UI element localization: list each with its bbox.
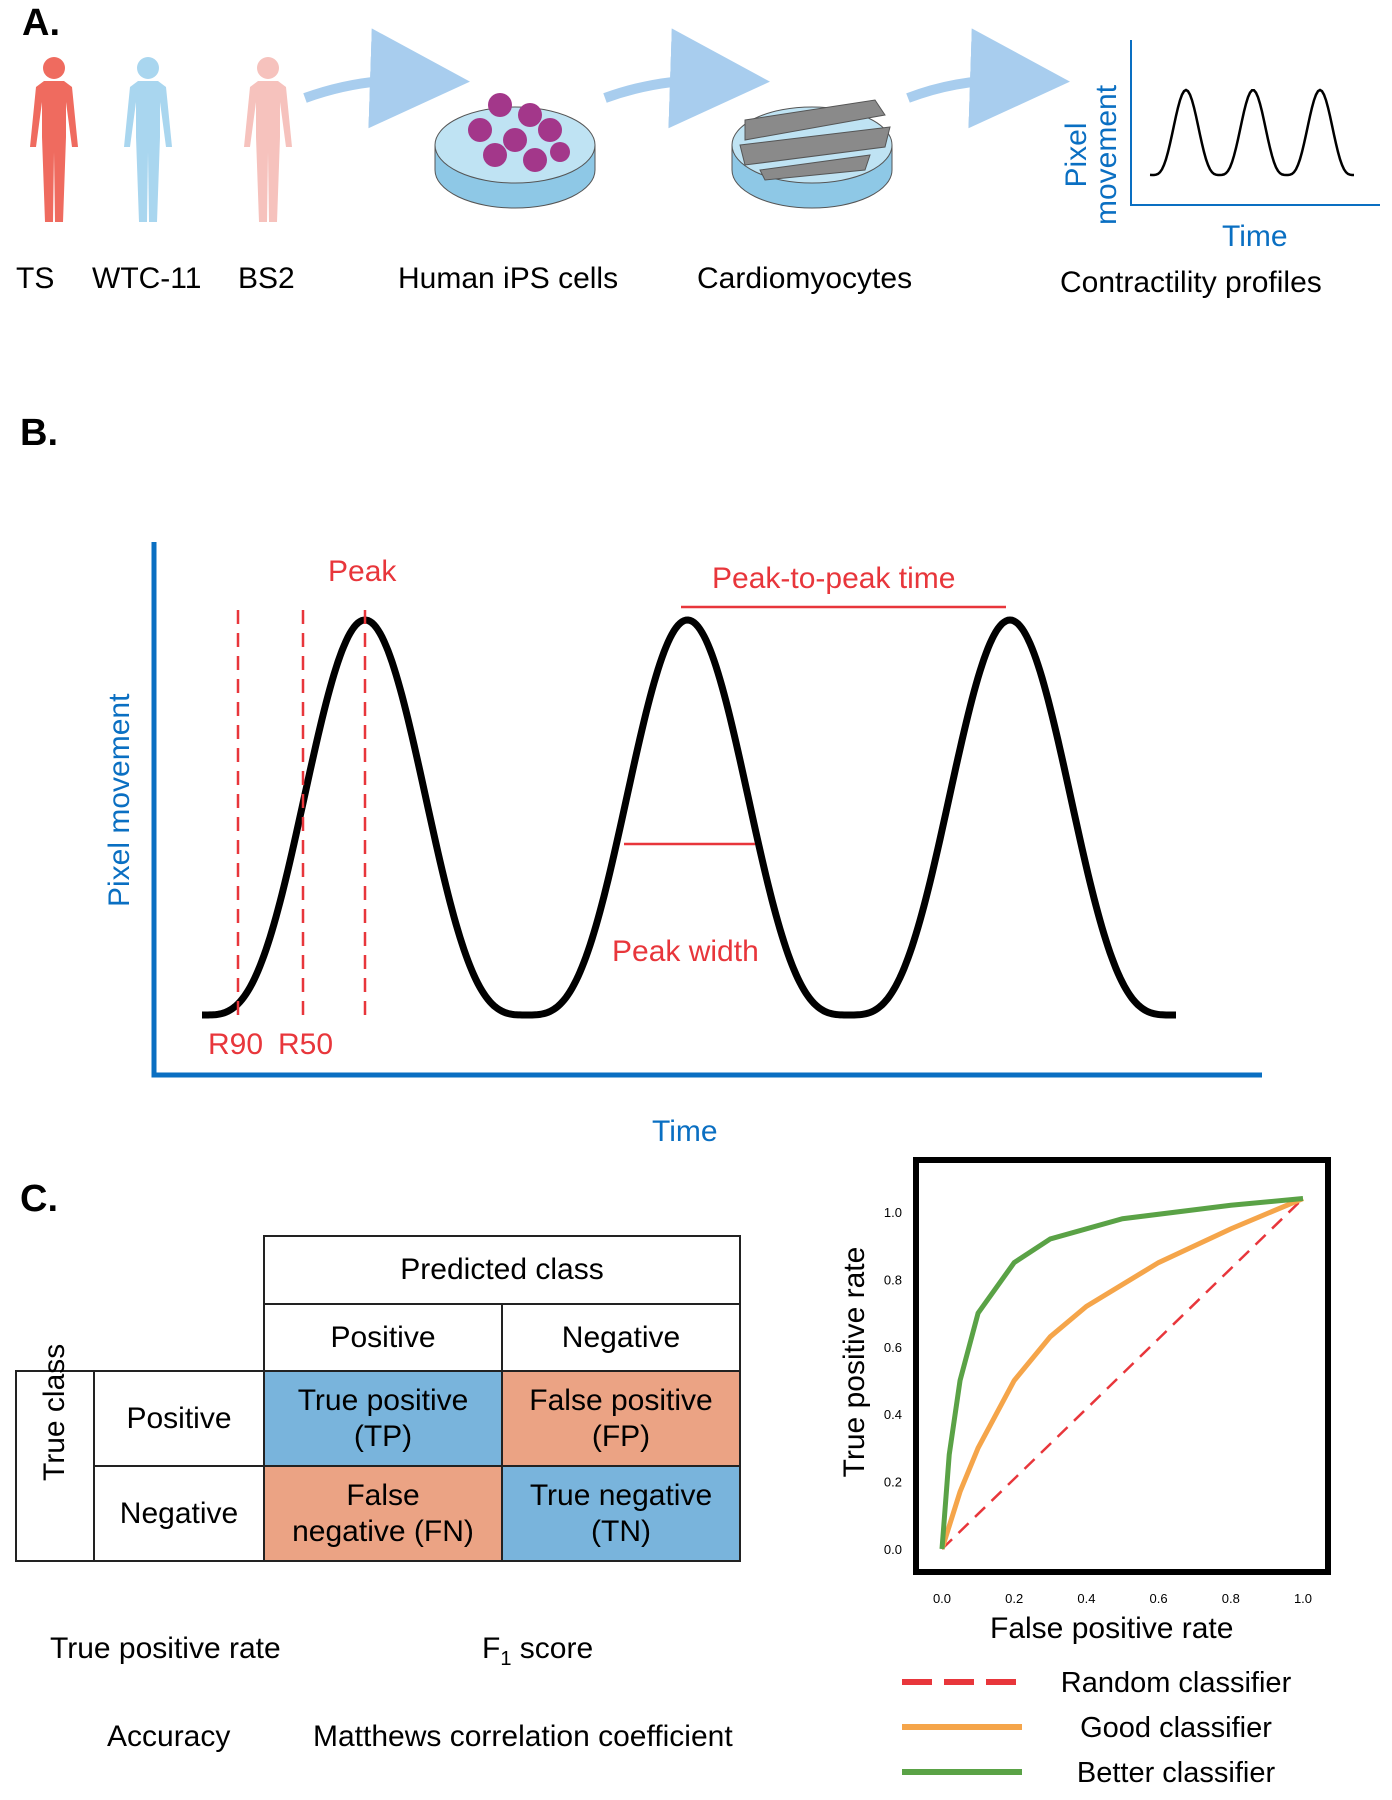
fp-cell: False positive (FP) [501,1370,741,1467]
panel-a-label: A. [22,2,60,44]
mini-x-label: Time [1222,220,1288,253]
tp-cell: True positive (TP) [263,1370,503,1467]
human-wtc11-icon [124,57,172,222]
roc-x-label: False positive rate [990,1612,1234,1645]
roc-legend: Random classifier Good classifier Better c… [902,1667,1292,1789]
y-tick-label: 0.0 [884,1542,902,1557]
mini-y-label: Pixel movement [1060,84,1123,225]
legend-label: Random classifier [1061,1667,1292,1699]
panel-b-label: B. [20,412,58,454]
donor-ts: TS [16,262,55,295]
r90-label: R90 [208,1028,264,1061]
roc-chart: 0.0 0.2 0.4 0.6 0.8 1.0 0.0 0.2 0.4 0.6 0.8 1.0 [884,1157,1331,1606]
contractility-label: Contractility profiles [1060,266,1322,299]
b-x-label: Time [652,1115,718,1148]
y-tick-label: 0.6 [884,1340,902,1355]
y-tick-label: 0.8 [884,1272,902,1287]
metric-mcc: Matthews correlation coefficient [313,1720,733,1753]
pred-positive: Positive [263,1303,503,1372]
roc-curve-2 [939,1196,1304,1550]
donor-bs2: BS2 [238,262,295,295]
cardiomyocytes-label: Cardiomyocytes [697,262,913,295]
panel-c-label: C. [20,1178,58,1220]
petri-dish-cardiomyocytes-icon [731,99,893,209]
peak-label: Peak [328,555,397,588]
human-bs2-icon [244,57,292,222]
human-ts-icon [30,57,78,222]
x-tick-label: 0.6 [1150,1591,1168,1606]
roc-curve-1 [939,1196,1304,1550]
pred-negative: Negative [501,1303,741,1372]
x-tick-label: 0.2 [1005,1591,1023,1606]
roc-curve-0 [941,1197,1304,1550]
y-tick-label: 0.2 [884,1475,902,1490]
arrow-icons [303,28,1070,129]
predicted-class-header: Predicted class [263,1235,741,1305]
roc-y-label: True positive rate [838,1246,871,1478]
r50-label: R50 [278,1028,334,1061]
peak-to-peak-label: Peak-to-peak time [712,562,956,595]
true-positive-row: Positive [93,1370,265,1467]
true-class-header: True class [38,1343,71,1481]
x-tick-label: 1.0 [1294,1591,1312,1606]
y-tick-label: 1.0 [884,1205,902,1220]
metric-tpr: True positive rate [50,1632,281,1665]
tn-cell: True negative (TN) [501,1465,741,1562]
legend-label: Better classifier [1077,1757,1276,1789]
metric-f1: F1 score [482,1632,594,1670]
petri-dish-ips-icon [434,93,596,209]
y-tick-label: 0.4 [884,1407,902,1422]
confusion-matrix: Predicted class Positive Negative True cl… [15,1235,741,1562]
x-tick-label: 0.4 [1077,1591,1095,1606]
x-tick-label: 0.0 [933,1591,951,1606]
x-tick-label: 0.8 [1222,1591,1240,1606]
fn-cell: False negative (FN) [263,1465,503,1562]
metric-accuracy: Accuracy [107,1720,231,1753]
legend-label: Good classifier [1080,1712,1272,1744]
axes [151,542,1262,1078]
donor-wtc11: WTC-11 [92,262,202,295]
mini-contractility-chart [1130,40,1380,206]
peak-width-label: Peak width [612,935,759,968]
b-y-label: Pixel movement [103,693,136,907]
contraction-chart [151,542,1262,1078]
ips-cells-label: Human iPS cells [398,262,619,295]
true-negative-row: Negative [93,1465,265,1562]
